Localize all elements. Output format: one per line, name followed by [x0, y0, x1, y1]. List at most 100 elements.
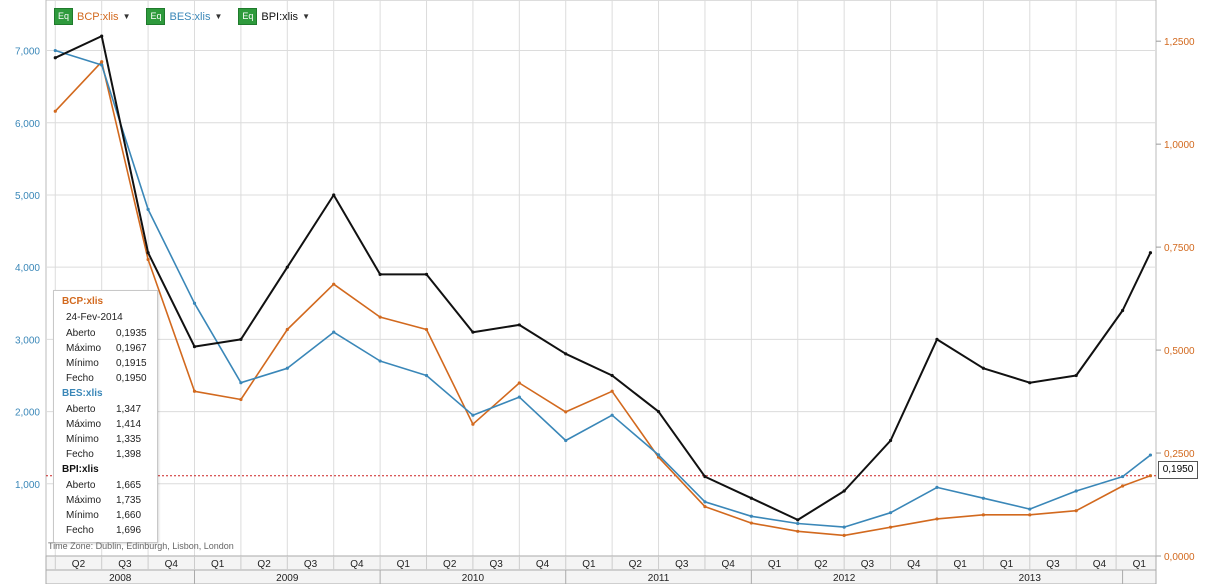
equity-badge-icon: Eq: [146, 8, 166, 25]
right-axis-tick-label: 1,0000: [1164, 140, 1195, 151]
data-point: [935, 485, 939, 490]
info-label: Mínimo: [66, 434, 99, 445]
data-point: [517, 381, 521, 385]
chevron-down-icon[interactable]: ▼: [214, 12, 223, 21]
info-label: Fecho: [66, 449, 94, 460]
info-row: Mínimo 0,1915: [54, 356, 157, 371]
info-row: Fecho 1,696: [54, 523, 157, 538]
data-point: [1028, 381, 1032, 385]
chevron-down-icon[interactable]: ▼: [302, 12, 310, 21]
data-point: [471, 330, 475, 334]
data-point: [656, 453, 661, 457]
right-axis-tick-label: 0,2500: [1164, 449, 1195, 460]
data-point: [796, 518, 800, 522]
info-value: 0,1915: [116, 358, 147, 369]
data-point: [981, 366, 985, 370]
data-point: [981, 513, 985, 517]
data-point: [610, 413, 614, 417]
data-point: [517, 323, 521, 327]
info-row: Máximo 1,414: [54, 417, 157, 432]
info-row: Aberto 0,1935: [54, 326, 157, 341]
quarter-tick-label: Q3: [304, 559, 318, 570]
info-value: 1,660: [116, 510, 142, 521]
left-axis-tick-label: 5,000: [15, 191, 40, 202]
info-label: Aberto: [66, 328, 96, 339]
data-point: [703, 474, 707, 479]
left-axis-tick-label: 3,000: [15, 335, 40, 346]
data-point: [239, 397, 243, 402]
info-label: Fecho: [66, 525, 94, 536]
data-point: [471, 422, 475, 426]
data-point: [1074, 373, 1078, 378]
left-axis-tick-label: 6,000: [15, 119, 40, 130]
data-point: [146, 207, 150, 212]
info-value: 1,735: [116, 495, 142, 506]
quarter-tick-label: Q4: [907, 559, 921, 570]
data-point: [517, 395, 521, 399]
data-point: [53, 48, 57, 53]
data-point: [796, 529, 800, 533]
data-point: [1120, 308, 1125, 313]
equity-badge-icon: Eq: [238, 8, 258, 25]
data-point: [100, 60, 104, 64]
equity-badge-icon: Eq: [54, 8, 73, 25]
data-point: [100, 63, 104, 67]
quarter-tick-label: Q3: [861, 559, 875, 570]
right-axis-tick-label: 0,5000: [1164, 346, 1195, 357]
info-group-title-bpi: BPI:xlis: [62, 464, 99, 475]
quarter-tick-label: Q4: [350, 559, 364, 570]
quarter-tick-label: Q1: [954, 559, 968, 570]
quarter-tick-label: Q1: [1133, 559, 1147, 570]
year-tick-label: 2010: [462, 573, 485, 584]
legend-bar: Eq BCP:xlis ▼ Eq BES:xlis ▼ Eq BPI:xlis …: [54, 8, 310, 25]
info-value: 1,414: [116, 419, 142, 430]
data-point: [332, 330, 336, 334]
last-price-badge: 0,1950: [1158, 461, 1198, 479]
left-axis-tick-label: 4,000: [15, 263, 40, 274]
legend-item-bes[interactable]: Eq BES:xlis ▼: [146, 8, 222, 25]
legend-item-bpi[interactable]: Eq BPI:xlis ▼: [238, 8, 310, 25]
quarter-tick-label: Q3: [1046, 559, 1060, 570]
data-point: [1074, 509, 1078, 513]
data-point: [749, 496, 753, 500]
data-point: [1028, 513, 1032, 517]
chevron-down-icon[interactable]: ▼: [122, 12, 131, 21]
data-point: [842, 533, 846, 538]
quarter-tick-label: Q4: [721, 559, 735, 570]
legend-label-bes: BES:xlis: [169, 10, 211, 23]
quarter-tick-label: Q1: [582, 559, 596, 570]
data-point: [378, 359, 382, 363]
quarter-tick-label: Q4: [165, 559, 179, 570]
plot-area: [45, 0, 1157, 557]
data-point: [888, 438, 893, 443]
data-point: [1148, 453, 1153, 457]
quarter-tick-label: Q4: [1093, 559, 1107, 570]
info-row: Aberto 1,347: [54, 402, 157, 417]
info-label: Aberto: [66, 480, 96, 491]
quarter-tick-label: Q1: [397, 559, 411, 570]
legend-label-bcp: BCP:xlis: [77, 10, 119, 23]
info-group-title-bcp: BCP:xlis: [62, 296, 104, 307]
left-axis-tick-label: 2,000: [15, 408, 40, 419]
data-point: [749, 514, 753, 518]
data-point: [146, 257, 150, 262]
data-point: [564, 438, 568, 443]
quarter-tick-label: Q3: [118, 559, 132, 570]
quarter-tick-label: Q2: [257, 559, 271, 570]
info-row: Aberto 1,665: [54, 478, 157, 493]
info-group-title-bes: BES:xlis: [62, 388, 103, 399]
data-point: [53, 56, 57, 60]
data-point: [1148, 251, 1153, 255]
info-label: Mínimo: [66, 510, 99, 521]
data-point: [378, 315, 382, 319]
legend-item-bcp[interactable]: Eq BCP:xlis ▼: [54, 8, 130, 25]
info-label: Aberto: [66, 404, 96, 415]
info-value: 0,1950: [116, 373, 147, 384]
right-axis-tick-label: 1,2500: [1164, 37, 1195, 48]
right-axis-tick-label: 0,0000: [1164, 552, 1195, 563]
data-point: [192, 301, 197, 305]
data-point: [53, 109, 57, 113]
data-point: [424, 272, 429, 276]
